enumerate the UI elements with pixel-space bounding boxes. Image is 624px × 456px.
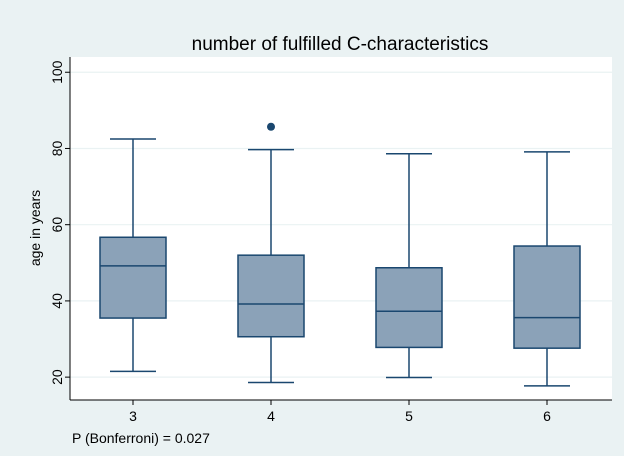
x-tick-label: 5 <box>405 408 413 424</box>
box-group-4 <box>237 122 305 384</box>
outlier-point <box>267 122 275 131</box>
y-tick-label: 60 <box>49 217 65 233</box>
y-axis-label: age in years <box>27 190 43 266</box>
box-group-6 <box>513 151 581 387</box>
x-tick-label: 6 <box>543 408 551 424</box>
box-group-3 <box>99 138 167 373</box>
y-tick-label: 80 <box>49 140 65 156</box>
box-iqr <box>237 254 305 338</box>
box-iqr <box>513 245 581 349</box>
y-tick-label: 20 <box>49 369 65 385</box>
box-group-5 <box>375 153 443 379</box>
box-iqr <box>99 236 167 319</box>
box-iqr <box>375 267 443 349</box>
x-tick-label: 4 <box>267 408 275 424</box>
x-tick-label: 3 <box>129 408 137 424</box>
y-tick-label: 40 <box>49 293 65 309</box>
bonferroni-annotation: P (Bonferroni) = 0.027 <box>72 430 210 446</box>
y-tick-label: 100 <box>49 60 65 84</box>
x-axis-ticks: 3 4 5 6 <box>129 400 551 424</box>
y-axis-ticks: 20 40 60 80 100 <box>49 60 70 385</box>
chart-title: number of fulfilled C-characteristics <box>192 34 489 55</box>
boxes <box>99 122 581 387</box>
